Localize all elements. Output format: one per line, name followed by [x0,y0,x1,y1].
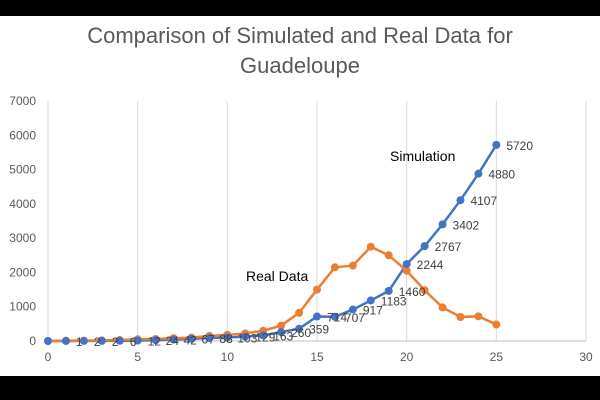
simulation-point [474,169,483,178]
chart-title-line-2: Guadeloupe [240,53,360,78]
simulation-data-label: 3402 [453,218,480,232]
simulation-data-label: 163 [273,329,293,343]
simulation-data-label: 6 [130,335,137,349]
chart-title-line-1: Comparison of Simulated and Real Data fo… [87,23,513,48]
chart-area: Comparison of Simulated and Real Data fo… [0,16,600,376]
real-data-point [330,263,339,272]
simulation-data-label: 714 [327,311,347,325]
simulation-data-label: 2 [112,335,119,349]
simulation-data-label: 4107 [470,194,497,208]
simulation-data-label: 2 [94,335,101,349]
y-tick-label: 5000 [9,163,36,177]
x-tick-label: 5 [134,350,141,364]
simulation-point [61,336,70,345]
simulation-point [348,305,357,314]
x-tick-label: 10 [221,350,235,364]
simulation-point [205,333,214,342]
simulation-data-label: 129 [255,331,275,345]
x-tick-label: 25 [490,350,504,364]
simulation-data-label: 12 [148,335,162,349]
y-tick-label: 2000 [9,265,36,279]
simulation-point [295,324,304,333]
real-data-point [348,261,357,270]
real-data-point [366,242,375,251]
simulation-point [492,140,501,149]
real-data-point [277,321,286,330]
simulation-data-label: 4880 [488,168,515,182]
simulation-data-label: 103 [237,331,257,345]
simulation-data-label: 1 [76,335,83,349]
real-data-point [492,320,501,329]
simulation-point [366,296,375,305]
simulation-data-label: 1460 [399,285,426,299]
simulation-point [259,331,268,340]
simulation-data-label: 260 [291,326,311,340]
real-data-point [313,285,321,294]
simulation-point [384,286,393,295]
simulation-data-label: 707 [345,311,365,325]
y-tick-label: 7000 [9,94,36,108]
x-tick-label: 20 [400,350,414,364]
simulation-data-label: 2244 [417,258,444,272]
simulation-point [151,336,160,345]
real-data-point [295,308,304,317]
simulation-point [44,337,52,345]
chart-title: Comparison of Simulated and Real Data fo… [0,21,600,81]
simulation-data-label: 1183 [381,294,407,308]
simulation-point [438,220,447,229]
simulation-data-label: 88 [219,332,233,346]
simulation-data-label: 24 [166,334,180,348]
real-data-point [438,303,447,312]
real-data-point [384,251,393,260]
simulation-point [223,333,232,342]
simulation-data-label: 5720 [506,139,533,153]
y-tick-label: 0 [29,334,36,348]
simulation-point [420,242,429,251]
simulation-series-line [47,144,498,343]
simulation-data-label: 359 [309,323,329,337]
simulation-point [79,336,88,345]
y-tick-label: 4000 [9,197,36,211]
y-tick-label: 6000 [9,128,36,142]
simulation-point [169,335,178,344]
simulation-data-label: 2767 [435,240,462,254]
real-data-point [474,312,483,321]
x-tick-label: 15 [310,350,324,364]
simulation-data-label: 917 [363,304,383,318]
simulation-point [456,196,465,205]
simulation-point [313,312,321,321]
y-tick-label: 3000 [9,231,36,245]
simulation-point [187,334,196,343]
simulation-point [330,312,339,321]
real-data-series-label: Real Data [246,268,308,284]
simulation-point [115,336,124,345]
real-data-point [456,313,465,321]
simulation-point [241,332,250,341]
real-data-point [420,286,429,295]
simulation-data-label: 42 [184,334,198,348]
simulation-point [133,336,142,345]
y-tick-label: 1000 [9,300,36,314]
line-chart: 0 5 10 15 20 25 30 0 1000 2000 3000 4000 5000 6000 700… [9,94,593,364]
real-data-point [402,266,411,275]
x-tick-label: 0 [45,350,52,364]
simulation-series-label: Simulation [390,148,455,164]
simulation-point [97,336,106,345]
simulation-point [402,260,411,269]
simulation-point [277,328,286,337]
simulation-data-label: 67 [201,333,215,347]
x-tick-label: 30 [579,350,593,364]
